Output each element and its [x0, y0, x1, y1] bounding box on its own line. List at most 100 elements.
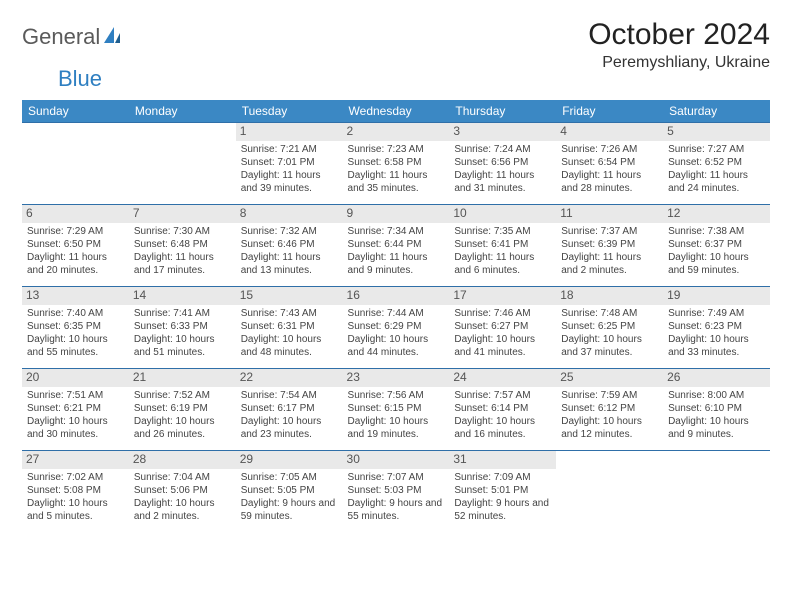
day-header-row: Sunday Monday Tuesday Wednesday Thursday… [22, 100, 770, 123]
sunset-text: Sunset: 6:46 PM [241, 238, 338, 251]
week-row: 1Sunrise: 7:21 AMSunset: 7:01 PMDaylight… [22, 123, 770, 205]
day-number: 18 [556, 287, 663, 305]
sunrise-text: Sunrise: 7:23 AM [348, 143, 445, 156]
sunset-text: Sunset: 6:50 PM [27, 238, 124, 251]
sunrise-text: Sunrise: 7:21 AM [241, 143, 338, 156]
day-number: 3 [449, 123, 556, 141]
week-row: 20Sunrise: 7:51 AMSunset: 6:21 PMDayligh… [22, 369, 770, 451]
day-number: 13 [22, 287, 129, 305]
day-cell: 7Sunrise: 7:30 AMSunset: 6:48 PMDaylight… [129, 205, 236, 287]
day-cell: 5Sunrise: 7:27 AMSunset: 6:52 PMDaylight… [663, 123, 770, 205]
sunset-text: Sunset: 6:58 PM [348, 156, 445, 169]
sunset-text: Sunset: 6:27 PM [454, 320, 551, 333]
sunset-text: Sunset: 6:15 PM [348, 402, 445, 415]
day-number: 1 [236, 123, 343, 141]
day-cell: 21Sunrise: 7:52 AMSunset: 6:19 PMDayligh… [129, 369, 236, 451]
day-cell: 11Sunrise: 7:37 AMSunset: 6:39 PMDayligh… [556, 205, 663, 287]
day-cell: 28 Sunrise: 7:04 AMSunset: 5:06 PMDayligh… [129, 451, 236, 533]
daylight-text: Daylight: 11 hours and 2 minutes. [561, 251, 658, 277]
day-cell: 10Sunrise: 7:35 AMSunset: 6:41 PMDayligh… [449, 205, 556, 287]
sunset-text: Sunset: 5:01 PM [454, 484, 551, 497]
sunrise-text: Sunrise: 7:04 AM [134, 471, 231, 484]
day-cell: 2Sunrise: 7:23 AMSunset: 6:58 PMDaylight… [343, 123, 450, 205]
sunset-text: Sunset: 6:54 PM [561, 156, 658, 169]
day-header: Wednesday [343, 100, 450, 123]
sunrise-text: Sunrise: 8:00 AM [668, 389, 765, 402]
day-number: 15 [236, 287, 343, 305]
sunrise-text: Sunrise: 7:52 AM [134, 389, 231, 402]
day-number: 29 [236, 451, 343, 469]
day-number: 20 [22, 369, 129, 387]
sunset-text: Sunset: 5:03 PM [348, 484, 445, 497]
day-cell: 12Sunrise: 7:38 AMSunset: 6:37 PMDayligh… [663, 205, 770, 287]
day-number: 16 [343, 287, 450, 305]
sunrise-text: Sunrise: 7:27 AM [668, 143, 765, 156]
daylight-text: Daylight: 11 hours and 13 minutes. [241, 251, 338, 277]
sunrise-text: Sunrise: 7:34 AM [348, 225, 445, 238]
day-number: 4 [556, 123, 663, 141]
daylight-text: Daylight: 10 hours and 48 minutes. [241, 333, 338, 359]
sunrise-text: Sunrise: 7:24 AM [454, 143, 551, 156]
sunset-text: Sunset: 6:31 PM [241, 320, 338, 333]
day-cell: 20Sunrise: 7:51 AMSunset: 6:21 PMDayligh… [22, 369, 129, 451]
sunrise-text: Sunrise: 7:46 AM [454, 307, 551, 320]
day-cell: 30Sunrise: 7:07 AMSunset: 5:03 PMDayligh… [343, 451, 450, 533]
sunset-text: Sunset: 5:06 PM [134, 484, 231, 497]
sunset-text: Sunset: 6:12 PM [561, 402, 658, 415]
daylight-text: Daylight: 10 hours and 59 minutes. [668, 251, 765, 277]
sunset-text: Sunset: 6:25 PM [561, 320, 658, 333]
sunrise-text: Sunrise: 7:49 AM [668, 307, 765, 320]
daylight-text: Daylight: 10 hours and 26 minutes. [134, 415, 231, 441]
day-cell: 23Sunrise: 7:56 AMSunset: 6:15 PMDayligh… [343, 369, 450, 451]
day-cell: 15Sunrise: 7:43 AMSunset: 6:31 PMDayligh… [236, 287, 343, 369]
day-cell: 4Sunrise: 7:26 AMSunset: 6:54 PMDaylight… [556, 123, 663, 205]
day-number: 9 [343, 205, 450, 223]
daylight-text: Daylight: 10 hours and 16 minutes. [454, 415, 551, 441]
daylight-text: Daylight: 10 hours and 5 minutes. [27, 497, 124, 523]
sunrise-text: Sunrise: 7:32 AM [241, 225, 338, 238]
sunrise-text: Sunrise: 7:59 AM [561, 389, 658, 402]
sunrise-text: Sunrise: 7:05 AM [241, 471, 338, 484]
day-header: Tuesday [236, 100, 343, 123]
daylight-text: Daylight: 10 hours and 2 minutes. [134, 497, 231, 523]
day-cell: 26Sunrise: 8:00 AMSunset: 6:10 PMDayligh… [663, 369, 770, 451]
day-cell: 1Sunrise: 7:21 AMSunset: 7:01 PMDaylight… [236, 123, 343, 205]
sunset-text: Sunset: 6:21 PM [27, 402, 124, 415]
sunset-text: Sunset: 6:56 PM [454, 156, 551, 169]
daylight-text: Daylight: 11 hours and 31 minutes. [454, 169, 551, 195]
day-cell: 16Sunrise: 7:44 AMSunset: 6:29 PMDayligh… [343, 287, 450, 369]
logo: General [22, 18, 124, 50]
day-cell: 29 Sunrise: 7:05 AMSunset: 5:05 PMDayligh… [236, 451, 343, 533]
day-number: 22 [236, 369, 343, 387]
sunset-text: Sunset: 6:19 PM [134, 402, 231, 415]
daylight-text: Daylight: 9 hours and 59 minutes. [241, 497, 338, 523]
sunrise-text: Sunrise: 7:07 AM [348, 471, 445, 484]
day-number: 31 [449, 451, 556, 469]
sunset-text: Sunset: 5:05 PM [241, 484, 338, 497]
calendar-table: Sunday Monday Tuesday Wednesday Thursday… [22, 100, 770, 533]
sunset-text: Sunset: 6:39 PM [561, 238, 658, 251]
day-number: 26 [663, 369, 770, 387]
day-cell [22, 123, 129, 205]
day-cell: 18Sunrise: 7:48 AMSunset: 6:25 PMDayligh… [556, 287, 663, 369]
sunrise-text: Sunrise: 7:37 AM [561, 225, 658, 238]
sunset-text: Sunset: 6:37 PM [668, 238, 765, 251]
sunset-text: Sunset: 6:14 PM [454, 402, 551, 415]
day-number: 17 [449, 287, 556, 305]
daylight-text: Daylight: 10 hours and 51 minutes. [134, 333, 231, 359]
day-cell: 17Sunrise: 7:46 AMSunset: 6:27 PMDayligh… [449, 287, 556, 369]
day-number: 28 [129, 451, 236, 469]
sunset-text: Sunset: 6:48 PM [134, 238, 231, 251]
day-cell: 19Sunrise: 7:49 AMSunset: 6:23 PMDayligh… [663, 287, 770, 369]
title-block: October 2024 Peremyshliany, Ukraine [588, 18, 770, 72]
sunset-text: Sunset: 6:41 PM [454, 238, 551, 251]
day-number: 12 [663, 205, 770, 223]
daylight-text: Daylight: 11 hours and 35 minutes. [348, 169, 445, 195]
day-cell: 8Sunrise: 7:32 AMSunset: 6:46 PMDaylight… [236, 205, 343, 287]
day-cell: 6Sunrise: 7:29 AMSunset: 6:50 PMDaylight… [22, 205, 129, 287]
daylight-text: Daylight: 11 hours and 20 minutes. [27, 251, 124, 277]
location-label: Peremyshliany, Ukraine [588, 54, 770, 72]
month-title: October 2024 [588, 18, 770, 52]
logo-text-general: General [22, 24, 100, 50]
daylight-text: Daylight: 10 hours and 23 minutes. [241, 415, 338, 441]
